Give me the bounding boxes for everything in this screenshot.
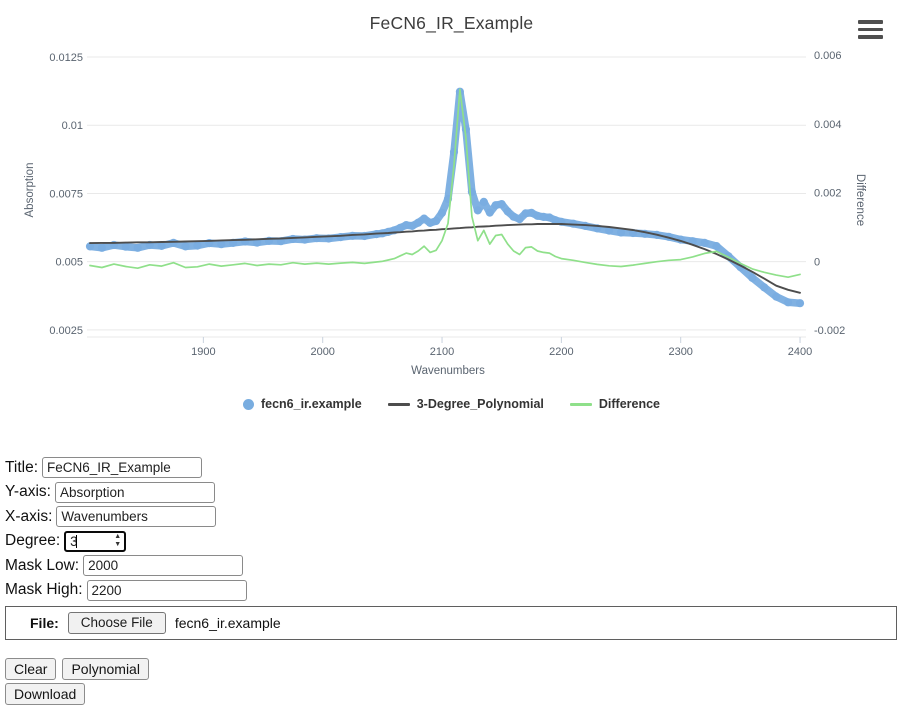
polynomial-button[interactable]: Polynomial bbox=[62, 657, 149, 680]
series-3-Degree_Polynomial[interactable] bbox=[89, 223, 801, 294]
legend-item-data[interactable]: fecn6_ir.example bbox=[242, 397, 362, 411]
legend-line-marker bbox=[387, 402, 410, 406]
x-tick-label: 2400 bbox=[788, 346, 812, 358]
y-right-tick-label: -0.002 bbox=[814, 325, 845, 337]
legend-label: fecn6_ir.example bbox=[260, 397, 362, 411]
xaxis-label: X-axis: bbox=[5, 507, 53, 525]
mask-high-label: Mask High: bbox=[5, 581, 83, 598]
mask-high-row: Mask High: bbox=[5, 579, 903, 601]
file-upload-box: File: Choose File fecn6_ir.example bbox=[5, 605, 897, 640]
hamburger-icon bbox=[858, 27, 883, 32]
degree-spinner[interactable]: ▲ ▼ bbox=[114, 533, 121, 549]
y-left-tick-label: 0.01 bbox=[62, 120, 83, 132]
degree-label: Degree: bbox=[5, 532, 61, 549]
mask-high-input[interactable] bbox=[86, 579, 247, 601]
title-label: Title: bbox=[5, 458, 39, 476]
legend-label: Difference bbox=[598, 397, 661, 411]
x-tick-label: 2100 bbox=[430, 346, 454, 358]
degree-row: Degree: ▲ ▼ bbox=[5, 530, 903, 552]
y-axis-label-right: Difference bbox=[854, 173, 866, 227]
mask-low-label: Mask Low: bbox=[5, 556, 80, 574]
spinner-down-icon[interactable]: ▼ bbox=[114, 540, 122, 548]
settings-form: Title: Y-axis: X-axis: Degree: ▲ ▼ Mask … bbox=[0, 457, 903, 705]
chart-title: FeCN6_IR_Example bbox=[369, 13, 534, 33]
title-input[interactable] bbox=[42, 457, 203, 478]
yaxis-input[interactable] bbox=[54, 481, 215, 503]
chart-menu-button[interactable] bbox=[858, 20, 883, 39]
x-tick-label: 1900 bbox=[191, 346, 215, 358]
y-axis-label-left: Absorption bbox=[24, 162, 36, 218]
action-buttons-row: Clear Polynomial bbox=[5, 657, 903, 680]
title-row: Title: bbox=[5, 457, 903, 478]
y-right-tick-label: 0.006 bbox=[814, 50, 842, 62]
chart-legend: fecn6_ir.example 3-Degree_Polynomial Dif… bbox=[0, 397, 903, 411]
series-fecn6_ir.example[interactable] bbox=[85, 87, 805, 308]
legend-item-polynomial[interactable]: 3-Degree_Polynomial bbox=[387, 397, 544, 411]
xaxis-input[interactable] bbox=[56, 506, 217, 527]
clear-button[interactable]: Clear bbox=[5, 657, 57, 680]
y-left-tick-label: 0.0075 bbox=[49, 188, 83, 200]
download-button-row: Download bbox=[5, 682, 903, 705]
chart-panel: FeCN6_IR_Example 0.0025 0.005 0.0075 0.01 0.… bbox=[0, 0, 903, 430]
y-left-tick-label: 0.0025 bbox=[49, 325, 83, 337]
legend-line-marker bbox=[569, 402, 592, 406]
yaxis-label: Y-axis: bbox=[5, 483, 51, 500]
y-right-tick-label: 0.004 bbox=[814, 119, 842, 131]
y-left-tick-label: 0.005 bbox=[55, 257, 83, 269]
choose-file-button[interactable]: Choose File bbox=[67, 611, 166, 634]
hamburger-icon bbox=[858, 20, 883, 24]
legend-label: 3-Degree_Polynomial bbox=[416, 397, 544, 411]
series-Difference[interactable] bbox=[89, 88, 801, 279]
x-tick-label: 2200 bbox=[549, 346, 573, 358]
legend-item-difference[interactable]: Difference bbox=[569, 397, 661, 411]
y-right-tick-label: 0 bbox=[814, 256, 820, 268]
x-tick-label: 2000 bbox=[310, 346, 334, 358]
degree-input[interactable] bbox=[64, 530, 127, 552]
text-caret bbox=[76, 534, 78, 548]
mask-low-input[interactable] bbox=[83, 555, 244, 576]
file-name: fecn6_ir.example bbox=[174, 614, 281, 631]
x-axis-label: Wavenumbers bbox=[411, 365, 485, 377]
xaxis-row: X-axis: bbox=[5, 506, 903, 527]
file-label: File: bbox=[30, 614, 59, 631]
y-left-tick-label: 0.0125 bbox=[49, 52, 83, 64]
y-right-tick-label: 0.002 bbox=[814, 188, 842, 200]
mask-low-row: Mask Low: bbox=[5, 555, 903, 576]
plot-area[interactable]: 0.0025 0.005 0.0075 0.01 0.0125 -0.002 0 0.002 0… bbox=[0, 0, 903, 430]
hamburger-icon bbox=[858, 35, 883, 39]
download-button[interactable]: Download bbox=[5, 682, 86, 705]
yaxis-row: Y-axis: bbox=[5, 481, 903, 503]
spinner-up-icon[interactable]: ▲ bbox=[114, 532, 122, 540]
x-tick-label: 2300 bbox=[668, 346, 692, 358]
legend-dot-marker bbox=[242, 398, 254, 410]
